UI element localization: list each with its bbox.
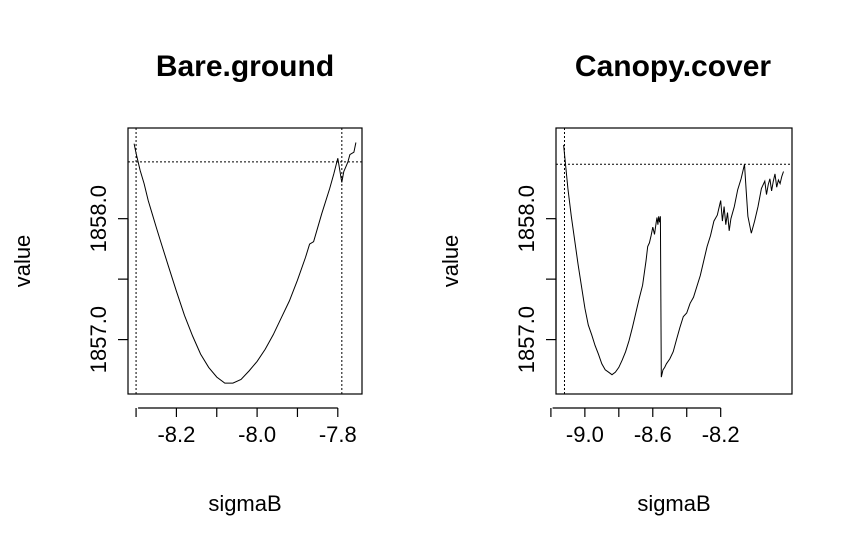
x-axis-label: sigmaB bbox=[637, 491, 710, 516]
y-tick-label: 1857.0 bbox=[86, 306, 111, 373]
y-axis: 1857.0 1858.0 bbox=[86, 185, 129, 373]
y-axis: 1857.0 1858.0 bbox=[514, 185, 557, 373]
likelihood-curve bbox=[133, 142, 357, 384]
y-tick-label: 1858.0 bbox=[86, 185, 111, 252]
x-tick-label: -8.2 bbox=[702, 422, 740, 447]
y-tick-label: 1857.0 bbox=[514, 306, 539, 373]
series-line bbox=[133, 142, 357, 384]
panel-title: Canopy.cover bbox=[575, 50, 771, 83]
x-tick-label: -9.0 bbox=[566, 422, 604, 447]
x-tick-label: -8.0 bbox=[238, 422, 276, 447]
x-tick-label: -8.2 bbox=[157, 422, 195, 447]
series-line bbox=[563, 144, 784, 378]
vertical-reference-lines bbox=[135, 128, 343, 394]
likelihood-curve bbox=[563, 144, 784, 378]
panel-bare-ground: Bare.ground -8.2 -8.0 -7.8 1857.0 1858.0 si… bbox=[10, 50, 363, 516]
panel-canopy-cover: Canopy.cover -9.0 -8.6 -8.2 1857.0 1858.0 s… bbox=[438, 50, 793, 516]
x-tick-label: -8.6 bbox=[634, 422, 672, 447]
x-axis-label: sigmaB bbox=[208, 491, 281, 516]
x-axis: -9.0 -8.6 -8.2 bbox=[550, 407, 740, 447]
panel-title: Bare.ground bbox=[156, 50, 334, 83]
x-axis: -8.2 -8.0 -7.8 bbox=[135, 407, 357, 447]
y-tick-label: 1858.0 bbox=[514, 185, 539, 252]
x-tick-label: -7.8 bbox=[319, 422, 357, 447]
y-axis-label: value bbox=[10, 235, 35, 288]
y-axis-label: value bbox=[438, 235, 463, 288]
